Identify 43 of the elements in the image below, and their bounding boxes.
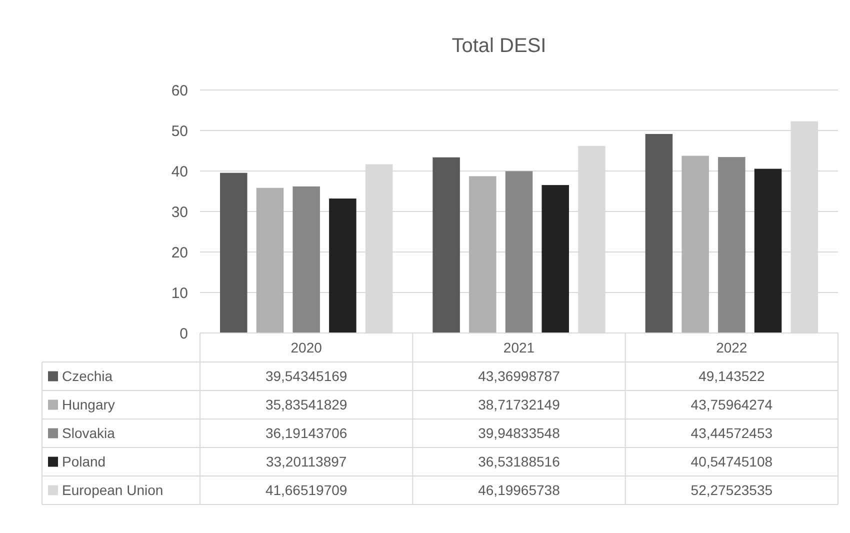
bar (329, 198, 356, 333)
bar (505, 171, 533, 333)
data-label: 38,71732149 (478, 396, 560, 413)
bar (682, 156, 709, 333)
chart-title: Total DESI (452, 35, 546, 57)
y-tick-label: 20 (171, 244, 188, 262)
legend-label: European Union (62, 482, 164, 498)
y-tick-label: 30 (171, 204, 188, 221)
y-tick-label: 10 (171, 284, 188, 302)
data-label: 39,94833548 (478, 425, 560, 442)
y-tick-label: 60 (171, 82, 188, 100)
data-label: 46,19965738 (478, 482, 560, 498)
data-label: 35,83541829 (265, 396, 348, 413)
data-label: 52,27523535 (690, 482, 773, 498)
legend-label: Hungary (62, 396, 115, 413)
legend-label: Slovakia (62, 425, 116, 442)
y-tick-label: 40 (171, 163, 188, 180)
data-label: 43,44572453 (690, 425, 773, 442)
data-label: 33,20113897 (266, 454, 347, 470)
bar (469, 176, 496, 333)
x-tick-label: 2022 (716, 339, 748, 356)
legend-label: Czechia (62, 368, 113, 384)
bar (432, 157, 460, 333)
y-tick-label: 0 (180, 325, 188, 342)
data-label: 43,75964274 (690, 396, 773, 413)
y-tick-label: 50 (171, 122, 188, 140)
bar (542, 185, 569, 333)
data-label: 39,54345169 (265, 368, 348, 384)
x-tick-label: 2020 (290, 339, 322, 356)
bar (220, 172, 248, 333)
data-label: 43,36998787 (478, 368, 560, 384)
bar (718, 157, 746, 333)
data-label: 49,143522 (698, 368, 765, 384)
data-label: 36,19143706 (265, 425, 348, 442)
legend-label: Poland (62, 454, 106, 470)
bar (292, 186, 320, 333)
bar (754, 168, 782, 333)
data-label: 41,66519709 (265, 482, 348, 498)
bar (645, 134, 673, 333)
data-label: 36,53188516 (478, 454, 560, 470)
bar (256, 188, 284, 333)
data-label: 40,54745108 (690, 454, 773, 470)
x-tick-label: 2021 (503, 339, 535, 356)
